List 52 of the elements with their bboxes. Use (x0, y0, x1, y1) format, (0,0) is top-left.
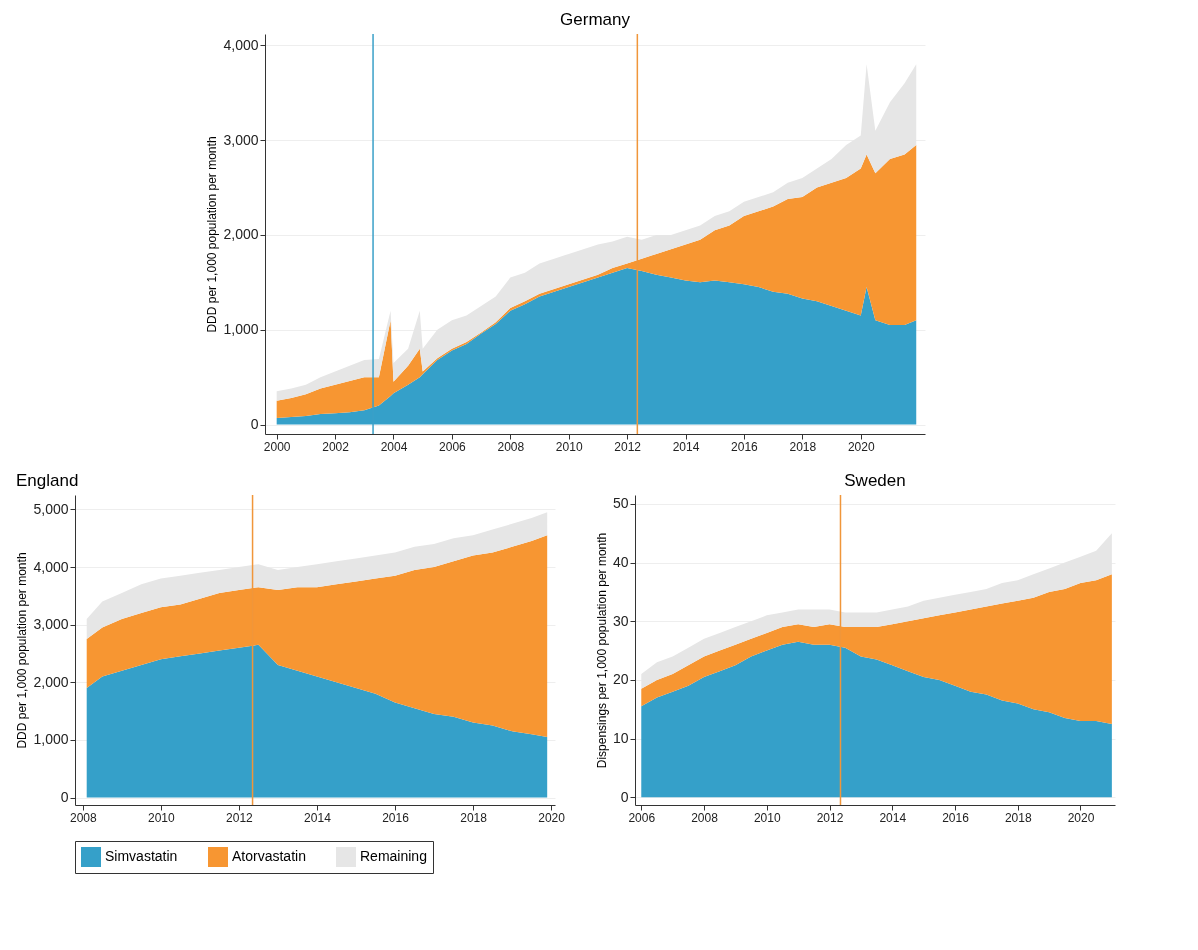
x-tick-label: 2008 (69, 810, 97, 825)
chart-title: England (15, 471, 79, 491)
y-axis-title: DDD per 1,000 population per month (15, 552, 30, 749)
x-tick-label: 2016 (942, 810, 970, 825)
x-tick-label: 2014 (672, 439, 700, 454)
legend-label: Simvastatin (105, 848, 178, 864)
x-tick-label: 2014 (879, 810, 907, 825)
x-tick-label: 2008 (497, 439, 525, 454)
x-tick-label: 2018 (460, 810, 488, 825)
x-tick-label: 2020 (1067, 810, 1095, 825)
y-tick-label: 40 (612, 554, 629, 571)
y-tick-label: 20 (612, 671, 629, 688)
y-tick-label: 1,000 (223, 321, 259, 338)
x-tick-label: 2010 (753, 810, 781, 825)
x-tick-label: 2018 (1004, 810, 1032, 825)
x-tick-label: 2016 (731, 439, 759, 454)
y-tick-label: 4,000 (223, 36, 259, 53)
x-tick-label: 2010 (148, 810, 176, 825)
y-axis-title: DDD per 1,000 population per month (205, 136, 220, 333)
y-axis-title: Dispensings per 1,000 population per month (594, 532, 609, 769)
x-tick-label: 2002 (322, 439, 350, 454)
x-tick-label: 2020 (538, 810, 566, 825)
legend-label: Remaining (360, 848, 427, 864)
chart-title: Germany (560, 10, 631, 30)
x-tick-label: 2000 (263, 439, 291, 454)
x-tick-label: 2016 (382, 810, 410, 825)
y-tick-label: 5,000 (33, 500, 69, 517)
x-tick-label: 2004 (380, 439, 408, 454)
y-tick-label: 3,000 (223, 131, 259, 148)
y-tick-label: 10 (612, 730, 629, 747)
y-tick-label: 50 (612, 495, 629, 512)
y-tick-label: 0 (250, 416, 259, 433)
chart-title: Sweden (844, 471, 906, 491)
x-tick-label: 2012 (816, 810, 844, 825)
y-tick-label: 2,000 (33, 673, 69, 690)
y-tick-label: 4,000 (33, 558, 69, 575)
y-tick-label: 1,000 (33, 731, 69, 748)
x-tick-label: 2006 (439, 439, 467, 454)
y-tick-label: 0 (60, 789, 69, 806)
x-tick-label: 2006 (628, 810, 656, 825)
x-tick-label: 2020 (847, 439, 875, 454)
y-tick-label: 30 (612, 612, 629, 629)
legend-label: Atorvastatin (232, 848, 306, 864)
x-tick-label: 2010 (555, 439, 583, 454)
x-tick-label: 2014 (304, 810, 332, 825)
y-tick-label: 0 (620, 788, 629, 805)
x-tick-label: 2012 (226, 810, 254, 825)
y-tick-label: 2,000 (223, 226, 259, 243)
x-tick-label: 2018 (789, 439, 817, 454)
y-tick-label: 3,000 (33, 616, 69, 633)
x-tick-label: 2008 (691, 810, 719, 825)
x-tick-label: 2012 (614, 439, 642, 454)
